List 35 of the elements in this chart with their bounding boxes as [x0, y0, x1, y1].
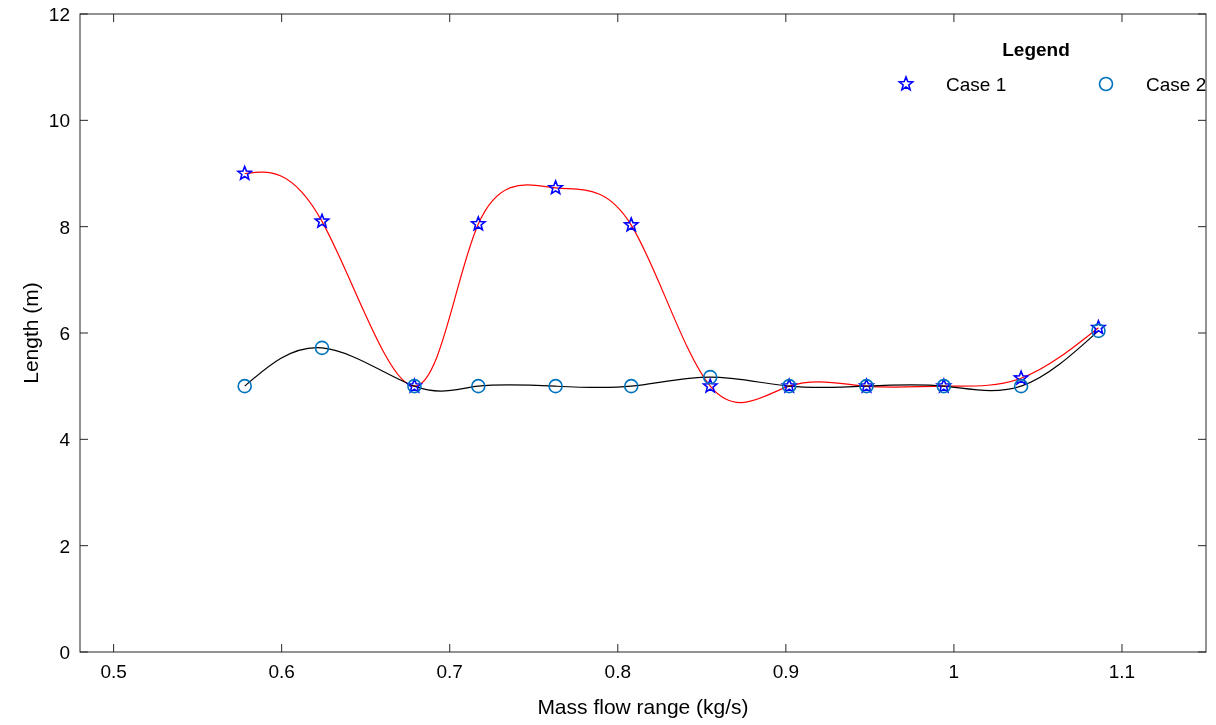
x-tick-label: 0.8: [604, 661, 631, 682]
point: [237, 165, 253, 180]
point: [702, 378, 718, 393]
y-tick-label: 2: [59, 535, 70, 557]
point: [623, 378, 639, 394]
x-tick-label: 0.5: [100, 661, 127, 682]
y-tick-label: 10: [48, 110, 70, 132]
x-tick-label: 1: [948, 661, 960, 682]
x-axis-title: Mass flow range (kg/s): [537, 695, 749, 718]
point: [623, 217, 639, 232]
point: [548, 180, 564, 195]
legend-title: Legend: [1002, 39, 1070, 60]
point: [237, 378, 252, 394]
point: [548, 378, 563, 394]
y-tick-label: 6: [59, 323, 70, 344]
point: [1013, 370, 1029, 385]
legend-label: Case 2: [1146, 74, 1207, 95]
point: [470, 216, 486, 231]
point: [314, 213, 330, 228]
legend-label: Case 1: [946, 74, 1007, 95]
point: [702, 369, 718, 385]
y-tick-label: 8: [59, 216, 70, 238]
point: [1090, 319, 1106, 335]
x-tick-label: 0.7: [436, 661, 463, 682]
point: [314, 340, 330, 356]
point: [1091, 323, 1106, 339]
point: [1013, 378, 1029, 394]
point: [471, 378, 486, 394]
x-tick-label: 1.1: [1108, 661, 1136, 682]
x-tick-label: 0.6: [268, 661, 295, 682]
x-tick-label: 0.9: [772, 661, 800, 682]
y-tick-label: 12: [48, 4, 70, 25]
y-tick-label: 4: [59, 429, 71, 451]
y-tick-label: 0: [59, 642, 70, 663]
y-axis-title: Length (m): [19, 282, 42, 384]
